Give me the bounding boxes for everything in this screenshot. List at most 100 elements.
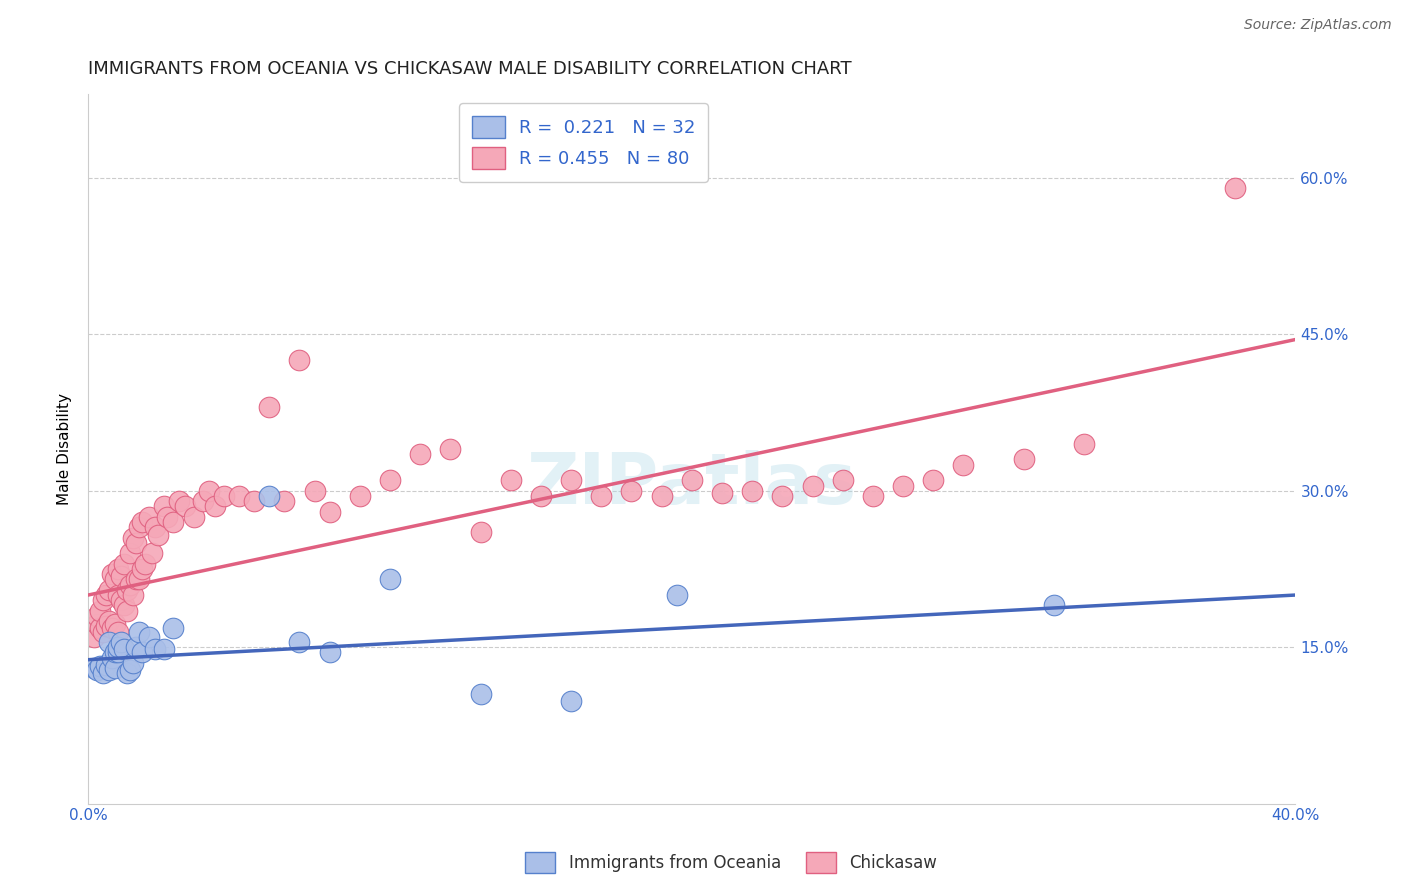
Point (191, 494, 214, 508)
Point (1043, 599, 1066, 613)
Point (110, 635, 132, 649)
Point (304, 483, 326, 498)
Point (98, 582, 121, 597)
Point (173, 500, 195, 514)
Point (104, 573, 127, 587)
Text: ZIPatlas: ZIPatlas (527, 450, 856, 519)
Point (110, 569, 132, 583)
Point (257, 489, 280, 503)
Point (1223, 181, 1246, 195)
Point (96, 657, 118, 672)
Point (104, 645, 127, 659)
Point (107, 640, 129, 655)
Point (122, 588, 145, 602)
Point (110, 593, 132, 607)
Point (288, 353, 311, 368)
Point (470, 687, 492, 701)
Point (499, 473, 522, 487)
Point (117, 666, 139, 681)
Point (83, 630, 105, 644)
Point (560, 694, 582, 708)
Point (104, 617, 127, 632)
Point (141, 546, 163, 560)
Point (162, 621, 184, 635)
Point (107, 562, 129, 576)
Point (101, 621, 124, 635)
Point (134, 557, 156, 571)
Y-axis label: Male Disability: Male Disability (58, 393, 72, 505)
Point (665, 588, 688, 602)
Point (801, 478, 824, 492)
Point (101, 567, 124, 582)
Point (156, 509, 179, 524)
Point (198, 483, 221, 498)
Point (101, 650, 124, 665)
Point (273, 494, 295, 508)
Point (681, 473, 703, 487)
Point (143, 520, 166, 534)
Point (257, 401, 280, 415)
Point (125, 573, 148, 587)
Point (131, 645, 153, 659)
Point (138, 509, 160, 524)
Point (89, 621, 111, 635)
Point (167, 494, 190, 508)
Point (204, 500, 226, 514)
Point (104, 661, 127, 675)
Point (770, 489, 793, 503)
Point (1073, 437, 1095, 451)
Point (318, 645, 340, 659)
Point (120, 577, 142, 591)
Point (152, 500, 174, 514)
Point (112, 599, 135, 613)
Point (96, 619, 118, 633)
Point (470, 525, 492, 540)
Point (83, 661, 105, 675)
Point (143, 642, 166, 657)
Point (120, 663, 142, 677)
Legend: R =  0.221   N = 32, R = 0.455   N = 80: R = 0.221 N = 32, R = 0.455 N = 80 (460, 103, 709, 182)
Point (112, 642, 135, 657)
Point (591, 489, 613, 503)
Point (952, 458, 974, 472)
Point (146, 527, 169, 541)
Text: IMMIGRANTS FROM OCEANIA VS CHICKASAW MALE DISABILITY CORRELATION CHART: IMMIGRANTS FROM OCEANIA VS CHICKASAW MAL… (89, 60, 852, 78)
Point (318, 505, 340, 519)
Point (91, 624, 114, 639)
Point (891, 478, 914, 492)
Point (98, 614, 121, 628)
Point (122, 531, 145, 545)
Point (862, 489, 884, 503)
Point (409, 447, 432, 461)
Point (98, 663, 121, 677)
Point (96, 588, 118, 602)
Point (131, 515, 153, 529)
Point (651, 489, 673, 503)
Point (138, 630, 160, 644)
Point (152, 642, 174, 657)
Text: Source: ZipAtlas.com: Source: ZipAtlas.com (1244, 18, 1392, 32)
Point (162, 515, 184, 529)
Point (128, 624, 150, 639)
Point (125, 536, 148, 550)
Point (86, 617, 108, 632)
Point (122, 656, 145, 670)
Point (128, 520, 150, 534)
Point (349, 489, 371, 503)
Point (120, 546, 142, 560)
Point (1012, 452, 1035, 467)
Point (107, 588, 129, 602)
Point (86, 608, 108, 623)
Point (212, 489, 235, 503)
Point (98, 635, 121, 649)
Point (112, 557, 135, 571)
Point (228, 489, 250, 503)
Point (128, 573, 150, 587)
Point (288, 635, 311, 649)
Point (89, 604, 111, 618)
Point (922, 473, 945, 487)
Point (117, 582, 139, 597)
Point (107, 645, 129, 659)
Point (131, 562, 153, 576)
Point (620, 483, 643, 498)
